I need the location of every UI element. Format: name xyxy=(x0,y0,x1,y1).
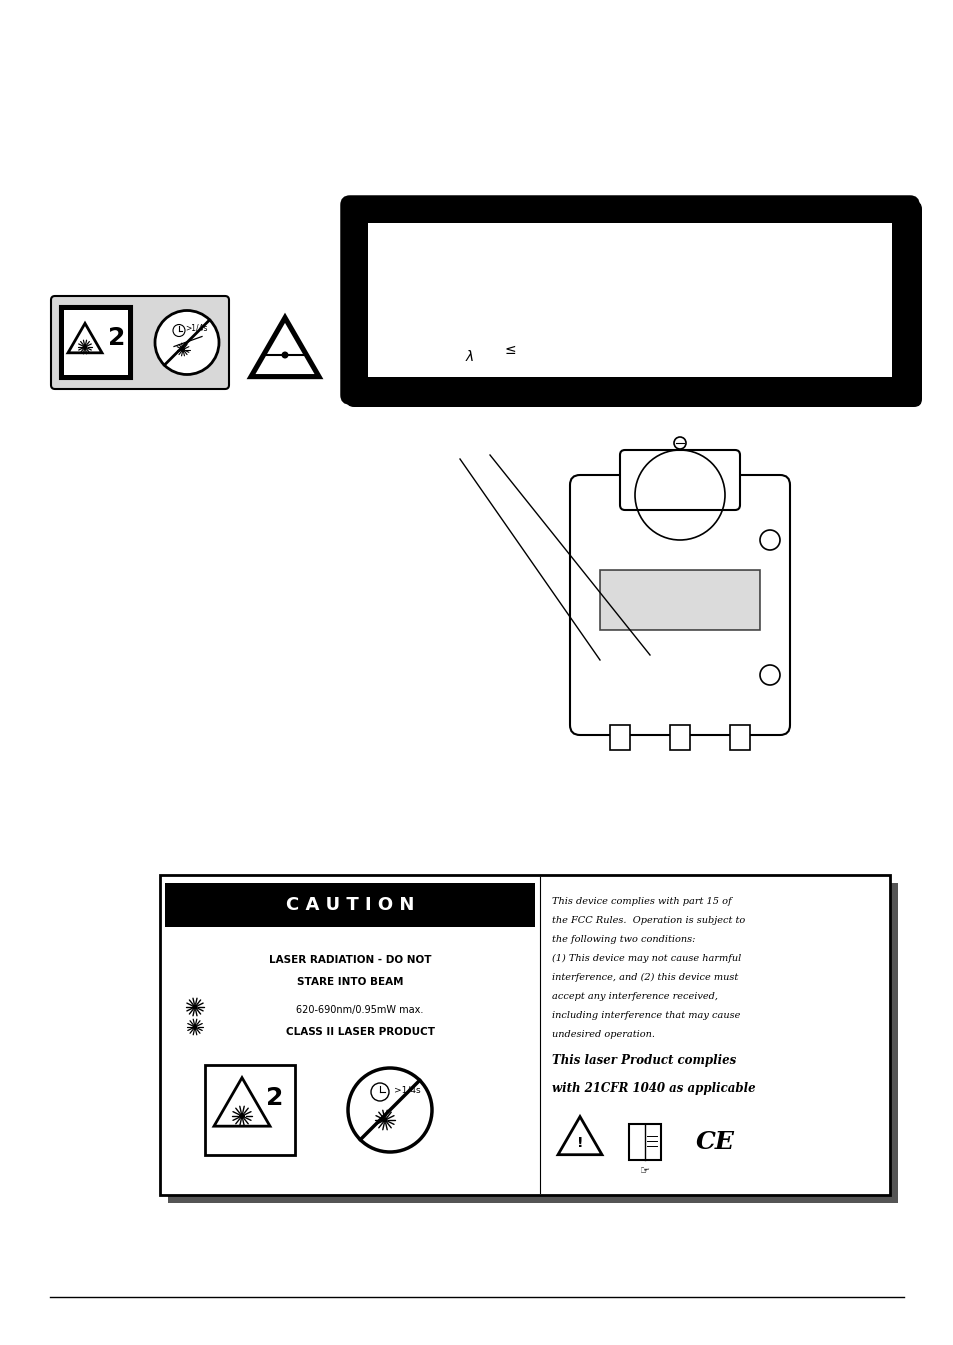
Text: ≤: ≤ xyxy=(503,343,516,356)
Polygon shape xyxy=(213,1077,270,1126)
Text: λ: λ xyxy=(465,350,474,364)
Text: 2: 2 xyxy=(266,1085,283,1110)
Text: >1/4s: >1/4s xyxy=(185,324,208,334)
FancyBboxPatch shape xyxy=(64,309,128,375)
Polygon shape xyxy=(249,316,320,378)
Circle shape xyxy=(239,1114,244,1119)
FancyBboxPatch shape xyxy=(619,451,740,510)
Text: CE: CE xyxy=(695,1130,734,1154)
FancyBboxPatch shape xyxy=(569,475,789,734)
Circle shape xyxy=(371,1083,389,1102)
FancyBboxPatch shape xyxy=(51,296,229,389)
FancyBboxPatch shape xyxy=(346,200,921,408)
Text: accept any interference received,: accept any interference received, xyxy=(552,993,718,1001)
Text: 620-690nm/0.95mW max.: 620-690nm/0.95mW max. xyxy=(296,1005,423,1015)
Text: the following two conditions:: the following two conditions: xyxy=(552,935,695,944)
Circle shape xyxy=(154,311,219,374)
Text: CLASS II LASER PRODUCT: CLASS II LASER PRODUCT xyxy=(285,1028,434,1037)
Text: including interference that may cause: including interference that may cause xyxy=(552,1011,740,1020)
FancyBboxPatch shape xyxy=(60,307,132,379)
Circle shape xyxy=(181,348,184,351)
Circle shape xyxy=(673,437,685,449)
Circle shape xyxy=(193,1005,197,1009)
FancyBboxPatch shape xyxy=(628,1124,660,1159)
Text: (1) This device may not cause harmful: (1) This device may not cause harmful xyxy=(552,954,740,963)
Circle shape xyxy=(193,1025,196,1029)
Polygon shape xyxy=(558,1116,601,1155)
FancyBboxPatch shape xyxy=(368,223,891,377)
Polygon shape xyxy=(68,323,102,352)
FancyBboxPatch shape xyxy=(160,876,889,1194)
Text: >1/4s: >1/4s xyxy=(394,1085,420,1095)
Circle shape xyxy=(348,1068,432,1153)
Polygon shape xyxy=(255,323,314,374)
FancyBboxPatch shape xyxy=(165,884,535,927)
Text: the FCC Rules.  Operation is subject to: the FCC Rules. Operation is subject to xyxy=(552,916,744,925)
Circle shape xyxy=(83,346,87,348)
Text: STARE INTO BEAM: STARE INTO BEAM xyxy=(296,976,403,987)
Text: with 21CFR 1040 as applicable: with 21CFR 1040 as applicable xyxy=(552,1081,755,1095)
Text: undesired operation.: undesired operation. xyxy=(552,1030,655,1038)
Text: LASER RADIATION - DO NOT: LASER RADIATION - DO NOT xyxy=(269,955,431,964)
Circle shape xyxy=(760,664,780,685)
Text: This laser Product complies: This laser Product complies xyxy=(552,1054,736,1067)
Text: C A U T I O N: C A U T I O N xyxy=(286,896,414,915)
Text: !: ! xyxy=(577,1137,582,1150)
Text: interference, and (2) this device must: interference, and (2) this device must xyxy=(552,972,738,982)
Circle shape xyxy=(760,530,780,550)
Circle shape xyxy=(282,352,288,358)
Text: ☞: ☞ xyxy=(639,1166,649,1176)
FancyBboxPatch shape xyxy=(341,196,917,404)
Circle shape xyxy=(382,1118,387,1122)
FancyBboxPatch shape xyxy=(599,570,760,629)
FancyBboxPatch shape xyxy=(669,725,689,751)
FancyBboxPatch shape xyxy=(205,1065,294,1155)
Circle shape xyxy=(172,324,185,336)
FancyBboxPatch shape xyxy=(609,725,629,751)
Text: 2: 2 xyxy=(109,325,126,350)
FancyBboxPatch shape xyxy=(729,725,749,751)
Text: This device complies with part 15 of: This device complies with part 15 of xyxy=(552,897,731,907)
FancyBboxPatch shape xyxy=(168,884,897,1202)
